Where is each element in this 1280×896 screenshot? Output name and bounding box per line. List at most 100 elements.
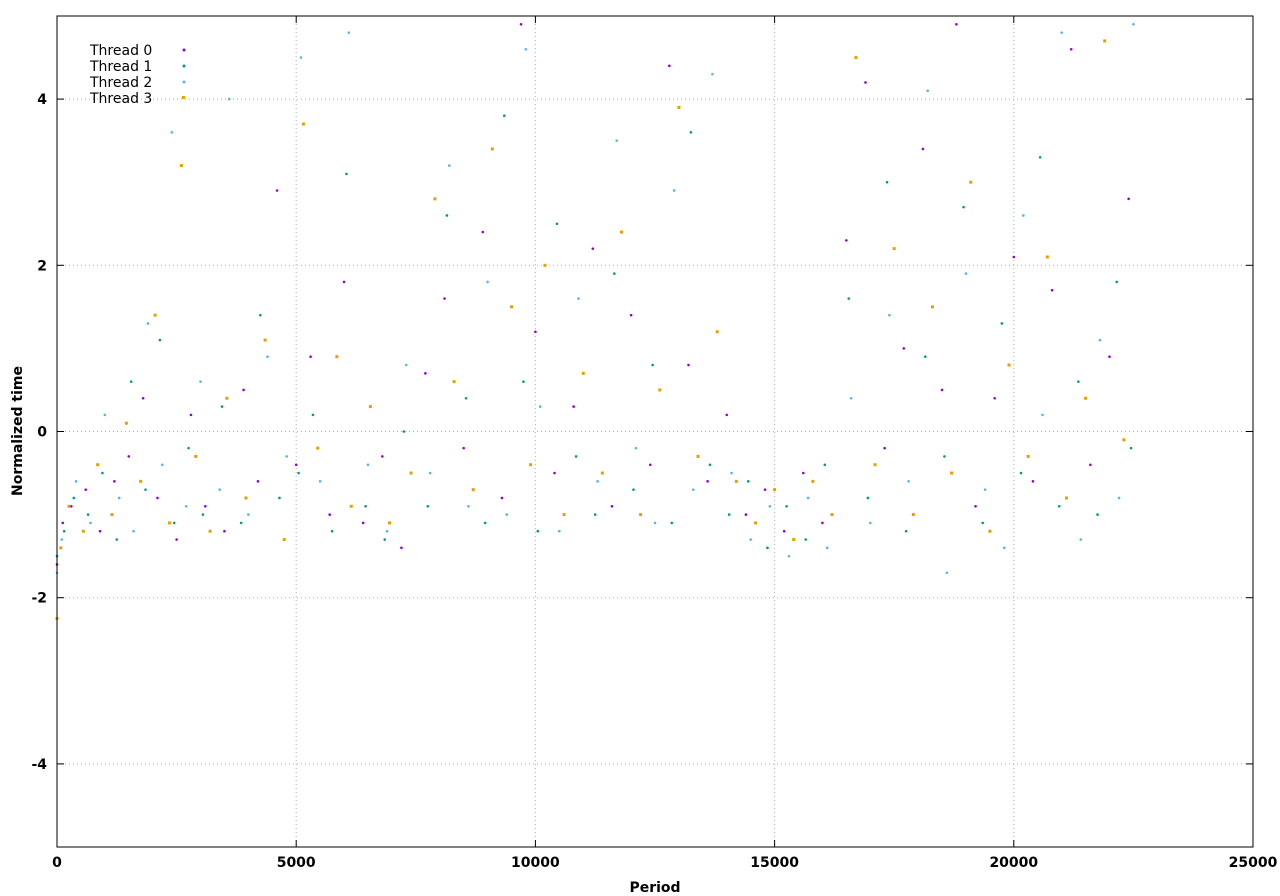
data-point [923, 355, 927, 359]
data-point [462, 446, 465, 450]
data-point [199, 380, 202, 383]
data-point [294, 463, 298, 467]
data-point [658, 388, 662, 392]
data-point [558, 529, 561, 533]
data-point [677, 105, 681, 109]
data-point [866, 496, 870, 500]
data-point [574, 455, 578, 458]
data-point [86, 513, 90, 516]
data-point [802, 471, 805, 475]
data-point [519, 23, 523, 26]
data-point [110, 513, 114, 517]
data-point [74, 480, 78, 483]
data-point [1002, 546, 1006, 550]
data-point [715, 330, 719, 334]
data-point [1022, 214, 1025, 217]
data-point [668, 64, 671, 68]
data-point [708, 463, 712, 467]
series-thread-0 [55, 23, 1130, 566]
data-point [113, 480, 116, 483]
data-point [204, 504, 207, 508]
data-point [753, 521, 757, 525]
data-point [555, 222, 559, 226]
data-point [471, 488, 475, 492]
x-tick-label: 0 [52, 855, 62, 871]
data-point [361, 521, 365, 525]
data-point [823, 463, 827, 467]
data-point [490, 147, 494, 151]
data-point [486, 280, 489, 284]
legend-item: Thread 2 [89, 75, 186, 91]
y-tick-label: 2 [37, 258, 47, 274]
data-point [404, 363, 408, 367]
data-point [447, 164, 451, 167]
data-point [1098, 338, 1102, 342]
legend-marker [182, 80, 186, 84]
x-tick-label: 10000 [511, 855, 560, 871]
data-point [1031, 480, 1035, 483]
data-point [467, 504, 470, 508]
data-point [285, 455, 288, 458]
data-point [734, 479, 738, 483]
data-point [81, 529, 85, 533]
data-point [428, 471, 432, 475]
data-point [773, 488, 777, 492]
data-point [804, 538, 807, 541]
data-point [806, 496, 810, 500]
data-point [335, 355, 339, 359]
data-point [811, 479, 815, 483]
data-point [904, 529, 908, 533]
data-point [782, 529, 786, 533]
y-tick-label: -2 [31, 591, 47, 607]
data-point [443, 297, 446, 300]
data-point [144, 488, 147, 491]
legend-item: Thread 3 [89, 91, 185, 107]
series-thread-3 [55, 39, 1126, 620]
data-point [988, 529, 992, 533]
data-point [1019, 471, 1023, 475]
data-point [536, 529, 540, 533]
data-point [930, 305, 934, 309]
data-point [1007, 363, 1011, 367]
data-point [825, 546, 829, 550]
data-point [1045, 255, 1049, 259]
data-point [70, 504, 73, 508]
data-point [1026, 454, 1030, 458]
data-point [364, 504, 367, 508]
data-point [170, 131, 174, 134]
legend-label: Thread 0 [89, 43, 152, 59]
data-point [227, 97, 231, 101]
data-point [651, 363, 654, 367]
data-point [452, 380, 456, 384]
data-point [955, 23, 958, 26]
data-point [141, 396, 145, 400]
data-point [67, 504, 71, 508]
legend-label: Thread 3 [89, 91, 152, 107]
data-point [596, 480, 599, 483]
data-point [613, 272, 616, 275]
y-tick-label: 0 [37, 425, 47, 441]
data-point [156, 496, 159, 500]
data-point [503, 114, 506, 118]
data-point [223, 529, 226, 533]
data-point [139, 479, 143, 483]
data-point [1117, 496, 1121, 500]
data-point [921, 147, 925, 151]
data-point [581, 371, 585, 375]
data-point [509, 305, 513, 309]
data-point [964, 272, 968, 275]
data-point [1079, 538, 1083, 541]
data-point [1060, 31, 1063, 34]
data-point [940, 388, 944, 392]
data-point [845, 239, 848, 242]
data-point [689, 131, 693, 134]
data-point [179, 164, 183, 168]
data-point [184, 504, 188, 508]
data-point [766, 546, 769, 550]
legend-label: Thread 2 [89, 75, 152, 91]
data-point [383, 538, 387, 541]
legend-marker [182, 96, 185, 99]
data-point [1012, 255, 1016, 259]
data-point [706, 480, 709, 483]
